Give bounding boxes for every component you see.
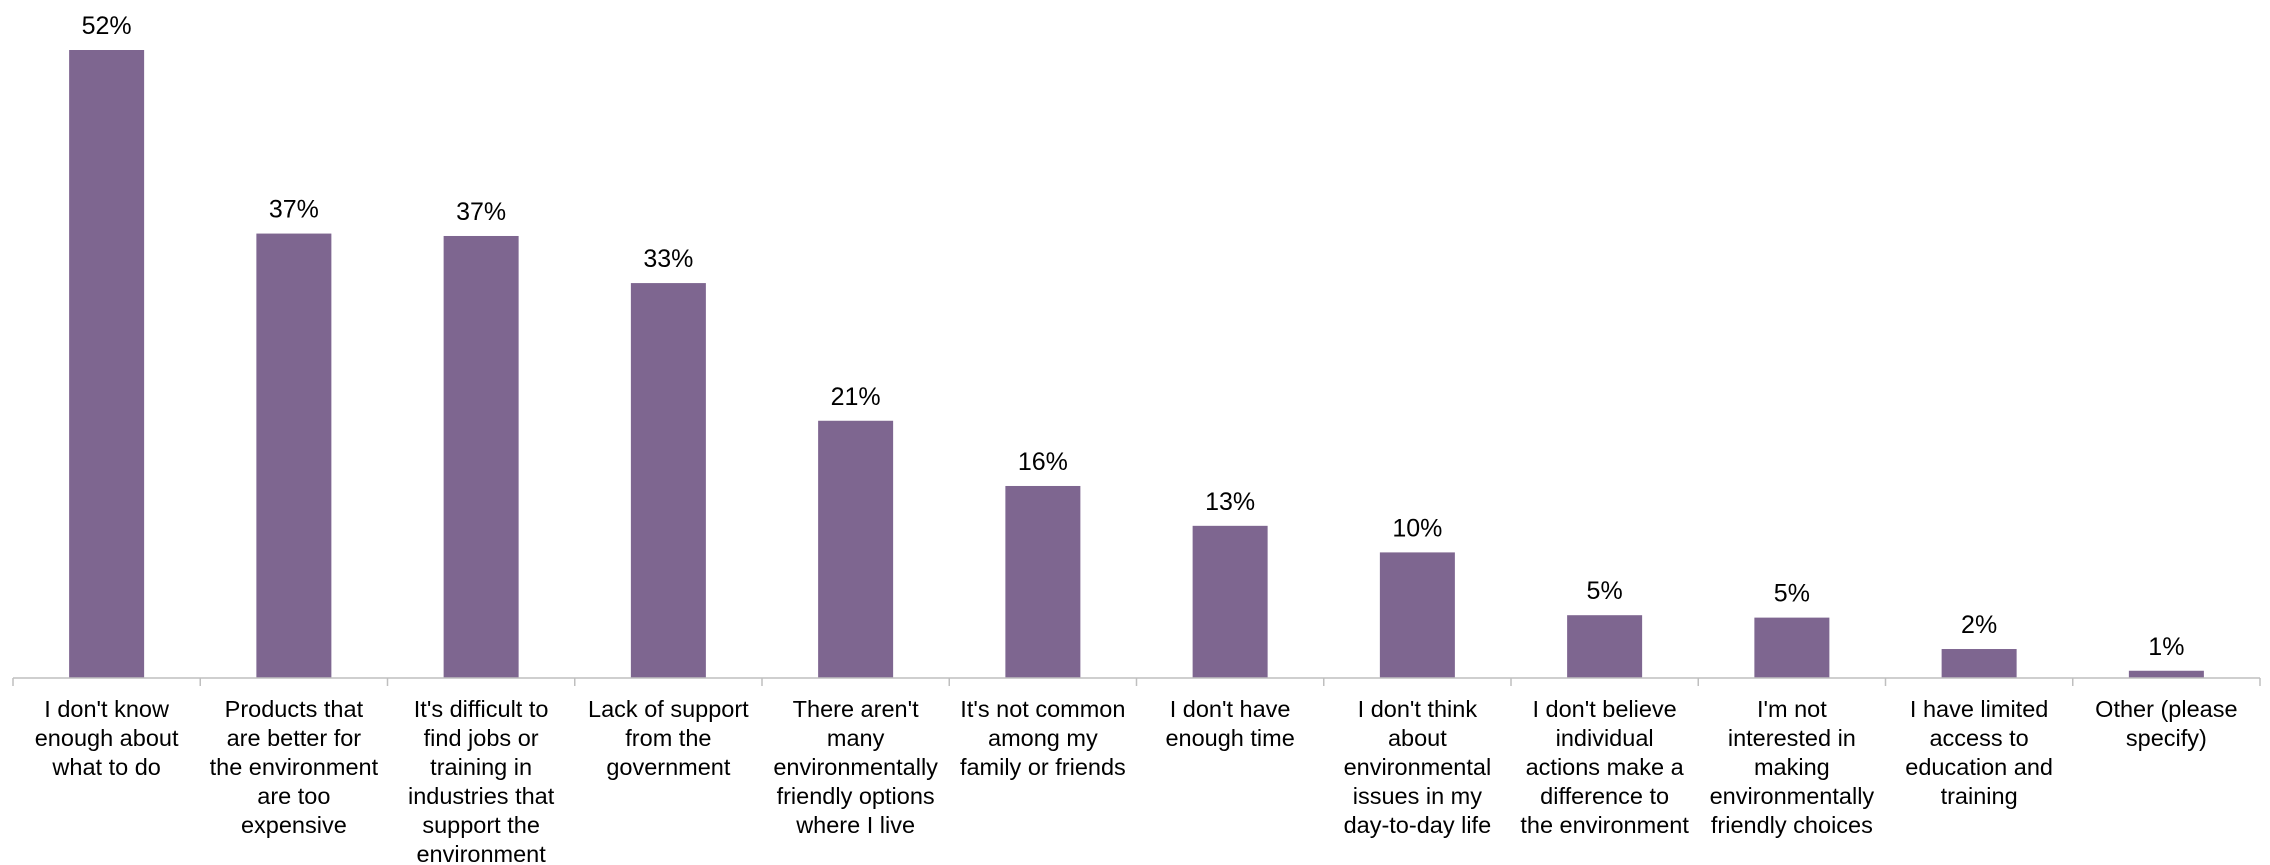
category-label-line: training in (430, 754, 532, 780)
category-label-line: government (606, 754, 731, 780)
category-label-line: I don't have (1170, 696, 1291, 722)
category-label-line: issues in my (1353, 783, 1483, 809)
category-label-line: environmental (1344, 754, 1492, 780)
category-label-line: enough about (35, 725, 179, 751)
data-label: 2% (1961, 611, 1997, 639)
category-label-line: are better for (227, 725, 362, 751)
data-label: 52% (82, 12, 132, 40)
category-label-line: enough time (1165, 725, 1294, 751)
data-label: 5% (1587, 577, 1623, 605)
category-label-line: friendly choices (1711, 812, 1873, 838)
bars-group (69, 50, 2204, 679)
category-label: It's not common among my family or friends (960, 696, 1126, 780)
category-label: I don't know enough about what to do (35, 696, 179, 780)
category-label-line: friendly options (777, 783, 935, 809)
bar (1567, 615, 1643, 678)
category-label-line: environment (416, 841, 546, 865)
data-label: 5% (1774, 580, 1810, 608)
bar (2128, 670, 2204, 678)
category-label: Other (please specify) (2095, 696, 2237, 751)
category-label-line: Products that (225, 696, 364, 722)
category-label-line: There aren't (793, 696, 919, 722)
category-label-line: I'm not (1757, 696, 1827, 722)
category-labels-group: I don't know enough about what to do Produc… (35, 696, 2238, 865)
category-label-line: the environment (210, 754, 379, 780)
category-label-line: family or friends (960, 754, 1126, 780)
category-label-line: what to do (51, 754, 160, 780)
category-label: Products that are better for the environme… (210, 696, 379, 838)
category-label-line: specify) (2126, 725, 2207, 751)
data-label: 16% (1018, 448, 1068, 476)
category-label-line: I don't believe (1532, 696, 1676, 722)
bar (630, 283, 706, 678)
category-label-line: individual (1556, 725, 1654, 751)
data-label: 13% (1205, 488, 1255, 516)
data-label: 37% (269, 196, 319, 224)
category-label: I don't think about environmental issues in… (1344, 696, 1492, 838)
category-label: I don't have enough time (1165, 696, 1294, 751)
category-label-line: are too (257, 783, 330, 809)
bar (1754, 617, 1830, 678)
bar (1941, 649, 2017, 678)
category-label-line: I don't think (1358, 696, 1478, 722)
bar (1379, 552, 1455, 678)
category-label-line: Other (please (2095, 696, 2237, 722)
data-label: 33% (643, 245, 693, 273)
category-label-line: industries that (408, 783, 555, 809)
category-label: I have limited access to education and trai… (1905, 696, 2053, 809)
bar (69, 50, 145, 678)
category-label-line: day-to-day life (1344, 812, 1492, 838)
category-label-line: environmentally (1710, 783, 1875, 809)
data-label: 37% (456, 198, 506, 226)
category-label-line: I have limited (1910, 696, 2048, 722)
bar (443, 235, 519, 678)
category-label: I don't believe individual actions make a d… (1520, 696, 1689, 838)
category-label-line: from the (625, 725, 711, 751)
x-axis-ticks (12, 678, 2261, 686)
category-label: It's difficult to find jobs or training in… (408, 696, 555, 865)
category-label-line: training (1941, 783, 2018, 809)
category-label-line: many (827, 725, 885, 751)
category-label-line: education and (1905, 754, 2053, 780)
bar (1192, 525, 1268, 678)
category-label-line: the environment (1520, 812, 1689, 838)
data-label: 10% (1392, 514, 1442, 542)
category-label-line: actions make a (1526, 754, 1685, 780)
category-label-line: support the (422, 812, 540, 838)
category-label-line: access to (1929, 725, 2028, 751)
category-label-line: where I live (795, 812, 915, 838)
category-label-line: making (1754, 754, 1830, 780)
category-label-line: find jobs or (424, 725, 539, 751)
category-label: There aren't many environmentally friendly … (773, 696, 938, 838)
data-labels-group: 52% 37% 37% 33% 21% 16% 13% 10% 5% 5% 2% 1% (82, 12, 2185, 661)
category-label-line: It's difficult to (414, 696, 549, 722)
category-label-line: expensive (241, 812, 347, 838)
category-label: I'm not interested in making environmentall… (1710, 696, 1875, 838)
data-label: 1% (2148, 633, 2184, 661)
category-label-line: It's not common (960, 696, 1125, 722)
category-label-line: I don't know (44, 696, 170, 722)
category-label: Lack of support from the government (588, 696, 749, 780)
bar (818, 420, 894, 678)
category-label-line: interested in (1728, 725, 1856, 751)
data-label: 21% (831, 383, 881, 411)
category-label-line: environmentally (773, 754, 938, 780)
category-label-line: difference to (1540, 783, 1669, 809)
bar (256, 233, 332, 679)
category-label-line: among my (988, 725, 1098, 751)
category-label-line: about (1388, 725, 1447, 751)
category-label-line: Lack of support (588, 696, 749, 722)
bar (1005, 485, 1081, 678)
